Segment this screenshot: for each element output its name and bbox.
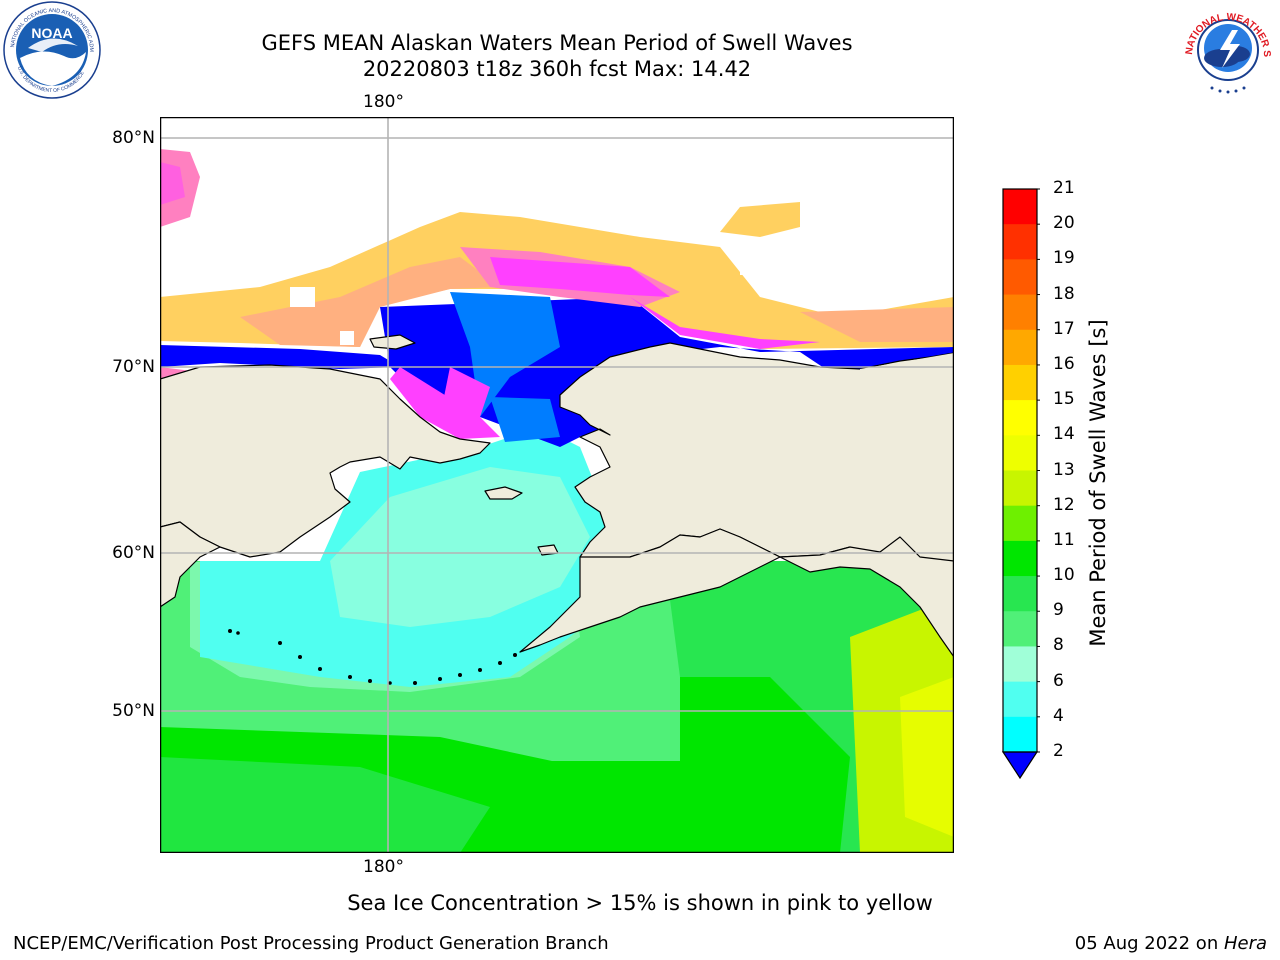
sea-ice-caption: Sea Ice Concentration > 15% is shown in …: [347, 891, 933, 915]
swell-period-map: [159, 116, 955, 854]
nws-logo: NATIONAL WEATHER SERVICE: [1174, 0, 1278, 100]
colorbar-band: [1003, 364, 1037, 401]
noaa-logo-text: NOAA: [31, 25, 72, 41]
colorbar-band: [1003, 224, 1037, 260]
colorbar-tick-label: 8: [1053, 635, 1064, 656]
map-panel: [159, 116, 955, 854]
footer-date: 05 Aug 2022 on: [1074, 933, 1224, 954]
colorbar-tick-label: 4: [1053, 705, 1064, 726]
lat-label-60n: 60°N: [112, 543, 155, 563]
colorbar-extend-arrow: [1001, 751, 1039, 780]
colorbar-band: [1003, 611, 1037, 647]
colorbar-band: [1003, 505, 1037, 542]
colorbar-tick-label: 17: [1053, 318, 1075, 339]
map-title: GEFS MEAN Alaskan Waters Mean Period of …: [261, 31, 853, 55]
aleutian-islands: [228, 629, 517, 685]
noaa-logo: NOAA NATIONAL OCEANIC AND ATMOSPHERIC AD…: [0, 0, 102, 100]
colorbar-band: [1003, 435, 1037, 471]
bering-sea-swell-field: [200, 427, 640, 687]
colorbar-tick-label: 13: [1053, 459, 1075, 480]
alaska-peninsula: [519, 528, 781, 653]
footer-host: Hera: [1223, 933, 1267, 954]
colorbar-tick-label: 16: [1053, 353, 1075, 374]
colorbar-band: [1003, 681, 1037, 718]
graticule: [160, 117, 954, 853]
lon-label-top: 180°: [363, 92, 404, 112]
lon-label-bottom: 180°: [363, 857, 404, 877]
colorbar: [1000, 185, 1043, 785]
map-frame: [159, 116, 955, 854]
sea-ice-region: [160, 149, 954, 439]
colorbar-scale: [1001, 188, 1043, 780]
wrangel-island: [369, 334, 416, 350]
colorbar-band: [1003, 646, 1037, 683]
canada-landmass: [850, 353, 954, 561]
colorbar-tick-label: 15: [1053, 389, 1075, 410]
land-masses: [159, 334, 955, 658]
colorbar-tick-label: 21: [1053, 178, 1075, 198]
colorbar-label: Mean Period of Swell Waves [s]: [1086, 319, 1110, 647]
colorbar-tick-label: 18: [1053, 283, 1075, 304]
lat-label-80n: 80°N: [112, 128, 155, 148]
map-subtitle: 20220803 t18z 360h fcst Max: 14.42: [362, 57, 752, 81]
colorbar-tick-label: 6: [1053, 670, 1064, 691]
colorbar-tick-label: 14: [1053, 424, 1075, 445]
colorbar-band: [1003, 294, 1037, 331]
colorbar-tick-label: 2: [1053, 741, 1064, 761]
st-lawrence-island: [484, 486, 523, 500]
colorbar-band: [1003, 716, 1037, 753]
colorbar-band: [1003, 329, 1037, 366]
colorbar-band: [1003, 189, 1037, 225]
lat-label-50n: 50°N: [112, 701, 155, 721]
colorbar-band: [1003, 470, 1037, 507]
lat-label-70n: 70°N: [112, 357, 155, 377]
colorbar-tick-label: 20: [1053, 213, 1075, 234]
colorbar-band: [1003, 259, 1037, 296]
colorbar-tick-label: 10: [1053, 565, 1075, 586]
colorbar-tick-label: 9: [1053, 600, 1064, 621]
colorbar-band: [1003, 540, 1037, 577]
nws-stars-icon: [1210, 86, 1246, 94]
colorbar-band: [1003, 400, 1037, 436]
colorbar-band: [1003, 576, 1037, 612]
colorbar-tick-label: 12: [1053, 494, 1075, 515]
kamchatka-landmass: [159, 521, 221, 608]
footer-right: 05 Aug 2022 on Hera: [1075, 933, 1267, 954]
colorbar-tick-label: 11: [1053, 529, 1075, 550]
siberia-landmass: [159, 364, 491, 558]
footer-left: NCEP/EMC/Verification Post Processing Pr…: [13, 933, 609, 954]
colorbar-tick-label: 19: [1053, 248, 1075, 269]
